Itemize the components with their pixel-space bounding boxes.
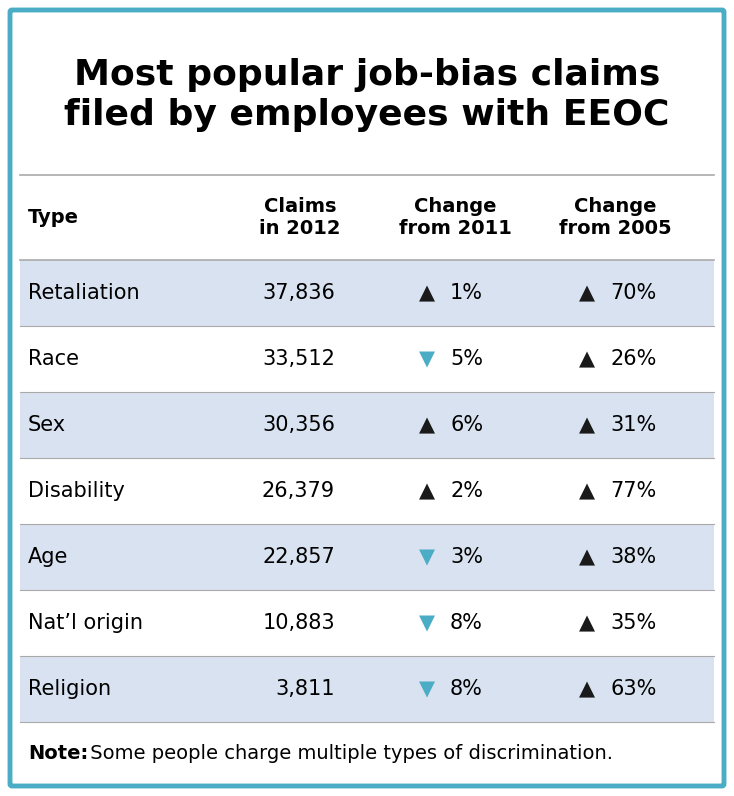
Text: Note:: Note: [28,744,88,763]
Text: 35%: 35% [610,613,656,633]
Text: ▼: ▼ [419,349,435,369]
Bar [20,524,714,590]
Text: ▼: ▼ [419,613,435,633]
Text: Nat’l origin: Nat’l origin [28,613,143,633]
Text: 26%: 26% [610,349,656,369]
Text: ▲: ▲ [579,415,595,435]
Text: Age: Age [28,547,68,567]
Text: 31%: 31% [610,415,656,435]
Text: Religion: Religion [28,679,111,699]
Bar [20,392,714,458]
Text: ▲: ▲ [419,283,435,303]
Text: 1%: 1% [450,283,483,303]
Text: ▲: ▲ [579,679,595,699]
Bar [20,590,714,656]
Text: ▲: ▲ [419,415,435,435]
Text: Retaliation: Retaliation [28,283,139,303]
Text: Race: Race [28,349,79,369]
Text: ▼: ▼ [419,547,435,567]
FancyBboxPatch shape [10,10,724,786]
Text: ▲: ▲ [579,547,595,567]
Text: Disability: Disability [28,481,125,501]
Text: ▲: ▲ [579,613,595,633]
Text: 3%: 3% [450,547,483,567]
Text: 8%: 8% [450,613,483,633]
Text: Type: Type [28,208,79,227]
Text: 10,883: 10,883 [262,613,335,633]
Text: ▲: ▲ [419,481,435,501]
Text: 33,512: 33,512 [262,349,335,369]
Text: 37,836: 37,836 [262,283,335,303]
Text: Sex: Sex [28,415,66,435]
Text: ▲: ▲ [579,349,595,369]
Bar [20,458,714,524]
Text: 63%: 63% [610,679,656,699]
Text: 70%: 70% [610,283,656,303]
Text: ▲: ▲ [579,481,595,501]
Text: 3,811: 3,811 [275,679,335,699]
Text: Change
from 2005: Change from 2005 [559,197,672,238]
Text: Some people charge multiple types of discrimination.: Some people charge multiple types of dis… [84,744,613,763]
Text: ▼: ▼ [419,679,435,699]
Text: 38%: 38% [610,547,656,567]
Text: 30,356: 30,356 [262,415,335,435]
Bar [20,260,714,326]
Text: 26,379: 26,379 [262,481,335,501]
Text: ▲: ▲ [579,283,595,303]
Text: Change
from 2011: Change from 2011 [399,197,512,238]
Text: Most popular job-bias claims
filed by employees with EEOC: Most popular job-bias claims filed by em… [65,58,669,131]
Bar [20,326,714,392]
Text: 8%: 8% [450,679,483,699]
Text: 6%: 6% [450,415,483,435]
Text: Claims
in 2012: Claims in 2012 [259,197,341,238]
Text: 2%: 2% [450,481,483,501]
Text: 5%: 5% [450,349,483,369]
Text: 77%: 77% [610,481,656,501]
Text: 22,857: 22,857 [262,547,335,567]
Bar [20,656,714,722]
